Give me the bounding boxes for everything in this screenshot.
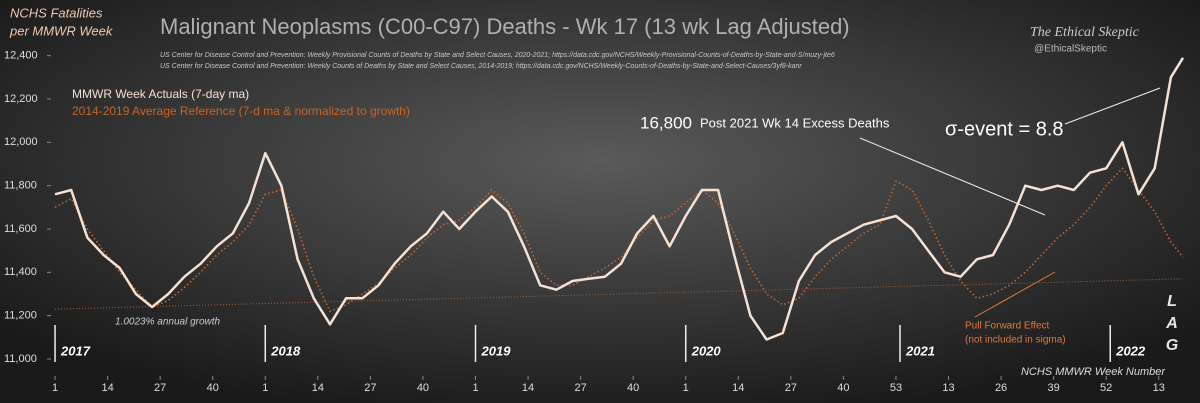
x-tick-label: 13 (1153, 382, 1165, 394)
series-line (54, 167, 1184, 313)
brand-handle: @EthicalSkeptic (1034, 44, 1107, 55)
x-tick-label: 27 (574, 382, 586, 394)
lag-label: A (1165, 315, 1178, 332)
x-tick-label: 14 (522, 382, 534, 394)
x-tick-label: 40 (627, 382, 639, 394)
annotation-line (859, 137, 1046, 216)
x-tick-label: 40 (417, 382, 429, 394)
x-tick-label: 13 (942, 382, 954, 394)
year-label: 2020 (691, 343, 722, 358)
source: US Center for Disease Control and Preven… (160, 63, 802, 70)
chart-title: Malignant Neoplasms (C00-C97) Deaths - W… (160, 14, 850, 39)
x-tick-label: 1 (472, 382, 478, 394)
annotation: 16,800 (640, 113, 692, 132)
y-tick-label: 11,000 (4, 353, 37, 365)
x-tick-label: 26 (995, 382, 1007, 394)
x-tick-label: 52 (1100, 382, 1112, 394)
year-label: 2019 (481, 343, 512, 358)
series-line (54, 57, 1185, 341)
annotation-line (974, 271, 1056, 318)
legend-entry: 2014-2019 Average Reference (7-d ma & no… (72, 104, 410, 118)
x-tick-label: 39 (1048, 382, 1060, 394)
y-axis-title: per MMWR Week (9, 23, 114, 38)
x-tick-label: 27 (785, 382, 797, 394)
annotation-line (1064, 87, 1161, 125)
legend-entry: MMWR Week Actuals (7-day ma) (72, 87, 249, 101)
y-tick-label: 11,400 (4, 266, 37, 278)
x-tick-label: 1 (52, 382, 58, 394)
x-tick-label: 14 (101, 382, 113, 394)
annotation: Post 2021 Wk 14 Excess Deaths (700, 115, 890, 130)
year-label: 2021 (905, 343, 935, 358)
x-tick-label: 40 (837, 382, 849, 394)
lag-label: L (1167, 293, 1177, 310)
y-tick-label: 12,200 (4, 93, 38, 105)
annotation: (not included in sigma) (965, 335, 1066, 346)
y-tick-label: 12,000 (4, 136, 38, 148)
y-tick-label: 11,800 (4, 180, 37, 192)
y-tick-label: 11,600 (4, 223, 37, 235)
lag-label: G (1166, 337, 1178, 354)
x-axis-title: NCHS MMWR Week Number (1021, 366, 1166, 378)
trend-label: 1.0023% annual growth (115, 317, 221, 328)
year-label: 2018 (270, 343, 301, 358)
annotation: σ-event = 8.8 (945, 118, 1064, 140)
year-label: 2022 (1115, 343, 1146, 358)
year-label: 2017 (60, 343, 91, 358)
x-tick-label: 14 (312, 382, 324, 394)
y-tick-label: 11,200 (4, 310, 37, 322)
x-tick-label: 1 (262, 382, 268, 394)
x-tick-label: 1 (683, 382, 689, 394)
annotation: Pull Forward Effect (965, 321, 1050, 332)
brand: The Ethical Skeptic (1030, 25, 1140, 40)
y-tick-label: 12,400 (4, 50, 38, 62)
x-tick-label: 40 (207, 382, 219, 394)
x-tick-label: 14 (732, 382, 744, 394)
x-tick-label: 27 (154, 382, 166, 394)
y-axis-title: NCHS Fatalities (10, 5, 103, 20)
trend-line (55, 278, 1184, 310)
x-tick-label: 27 (364, 382, 376, 394)
source: US Center for Disease Control and Preven… (160, 52, 835, 59)
x-tick-label: 53 (890, 382, 902, 394)
